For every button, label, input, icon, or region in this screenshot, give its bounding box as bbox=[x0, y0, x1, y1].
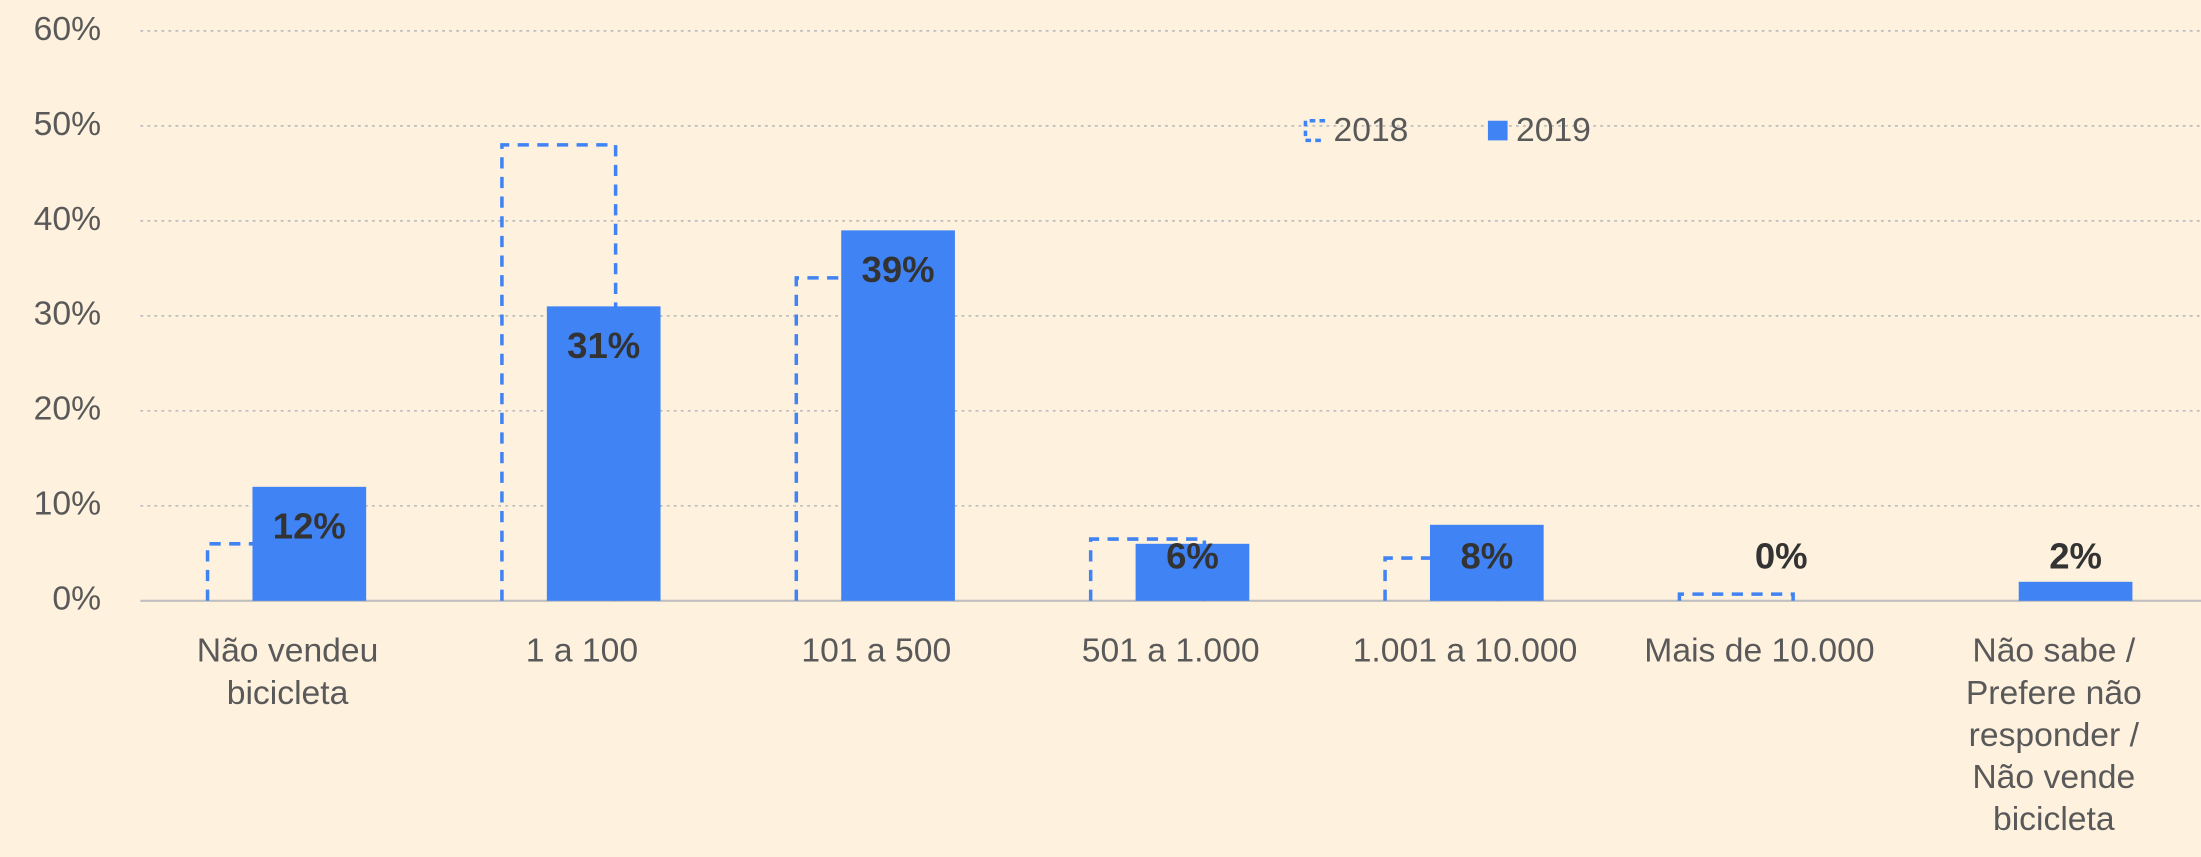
data-label: 31% bbox=[567, 325, 640, 366]
data-label: 39% bbox=[862, 249, 935, 290]
y-tick-label: 50% bbox=[34, 106, 101, 143]
data-label: 6% bbox=[1166, 535, 1219, 576]
bar-2019 bbox=[2018, 581, 2133, 601]
bar-2019 bbox=[252, 486, 367, 601]
bar-2019 bbox=[841, 230, 955, 601]
y-tick-label: 0% bbox=[52, 581, 101, 618]
y-tick-label: 40% bbox=[34, 201, 101, 238]
data-label: 12% bbox=[273, 506, 346, 547]
data-label: 0% bbox=[1755, 535, 1808, 576]
legend-swatch bbox=[1303, 118, 1326, 143]
x-tick-label: 501 a 1.000 bbox=[1082, 633, 1260, 670]
legend-swatch bbox=[1487, 120, 1508, 141]
y-tick-label: 20% bbox=[34, 391, 101, 428]
x-tick-label: Não sabe / Prefere não responder / Não vend… bbox=[1966, 633, 2142, 838]
bar-2019 bbox=[1135, 543, 1250, 601]
x-tick-label: 1 a 100 bbox=[526, 633, 638, 670]
bar-2019 bbox=[546, 306, 661, 601]
y-tick-label: 30% bbox=[34, 296, 101, 333]
x-tick-label: 1.001 a 10.000 bbox=[1353, 633, 1578, 670]
y-tick-label: 60% bbox=[34, 11, 101, 48]
bar-2019 bbox=[1429, 524, 1544, 601]
x-tick-label: Não vendeu bicicleta bbox=[197, 633, 379, 712]
bar-2018 bbox=[500, 143, 618, 601]
y-tick-label: 10% bbox=[34, 486, 101, 523]
legend-label: 2018 bbox=[1334, 112, 1409, 149]
x-tick-label: Mais de 10.000 bbox=[1644, 633, 1874, 670]
bar-2018 bbox=[1677, 592, 1795, 601]
legend-label: 2019 bbox=[1516, 112, 1591, 149]
data-label: 2% bbox=[2049, 535, 2102, 576]
data-label: 8% bbox=[1460, 535, 1513, 576]
x-tick-label: 101 a 500 bbox=[801, 633, 951, 670]
